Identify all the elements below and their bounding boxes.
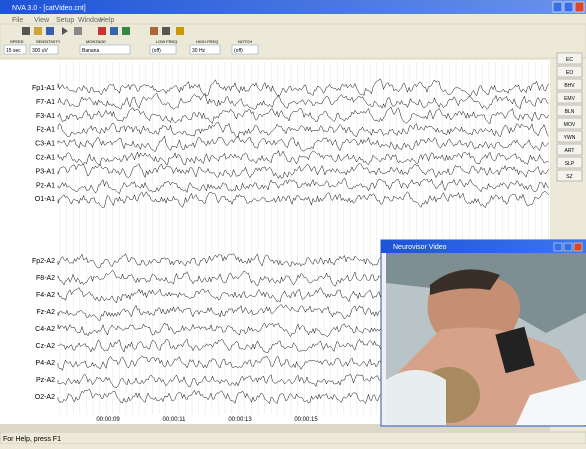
eeg-trace — [57, 149, 549, 166]
toolbar-label: SENSITIVITY — [36, 39, 61, 44]
window-title: NVA 3.0 - [catVideo.cnt] — [12, 5, 86, 12]
dropdown-value: 15 sec — [6, 48, 21, 54]
menu-item[interactable]: Help — [100, 17, 115, 24]
dropdown-value: 300 uV — [32, 48, 49, 54]
event-label: ART — [565, 148, 575, 154]
toolbar-label: MONTAGE — [86, 39, 106, 44]
channel-label: O1-A1 — [35, 196, 55, 203]
eeg-trace — [57, 177, 549, 194]
eeg-trace — [57, 106, 549, 124]
channel-label: F4-A2 — [36, 292, 55, 299]
event-button[interactable] — [556, 104, 583, 117]
event-button[interactable] — [556, 156, 583, 169]
menu-bar — [0, 14, 586, 24]
horizontal-scrollbar[interactable] — [0, 424, 550, 432]
menu-item[interactable]: Setup — [56, 17, 74, 24]
channel-label: F8-A2 — [36, 275, 55, 282]
video-window: Neurovisor Video — [380, 239, 586, 427]
channel-label: C4-A2 — [35, 326, 55, 333]
title-bar — [0, 0, 586, 14]
time-label: 00:00:15 — [294, 417, 318, 423]
dropdown[interactable] — [231, 44, 259, 55]
toolbar-label: LOW FREQ — [156, 39, 177, 44]
eeg-trace — [57, 92, 549, 111]
menu-item[interactable]: View — [34, 17, 50, 24]
channel-label: Fp2-A2 — [32, 258, 55, 265]
dropdown[interactable] — [29, 44, 59, 55]
event-label: EMV — [564, 96, 576, 102]
dropdown-value: (off) — [234, 48, 243, 54]
maximize-button[interactable] — [563, 1, 574, 13]
channel-label: Pz-A1 — [36, 182, 55, 189]
event-label: EO — [566, 70, 573, 76]
event-button[interactable] — [556, 169, 583, 182]
event-label: BHV — [564, 83, 575, 89]
toolbar-label: HIGH FREQ — [196, 39, 218, 44]
eeg-trace — [57, 162, 549, 179]
dropdown[interactable] — [3, 44, 27, 55]
dropdown[interactable] — [189, 44, 221, 55]
time-label: 00:00:13 — [228, 417, 252, 423]
event-label: SLP — [565, 161, 575, 167]
toolbar-label: SPEED — [10, 39, 24, 44]
status-text: For Help, press F1 — [3, 436, 61, 443]
dropdown[interactable] — [79, 44, 131, 55]
channel-label: Pz-A2 — [36, 377, 55, 384]
menu-item[interactable]: File — [12, 17, 23, 24]
dropdown-value: Banana — [82, 48, 99, 54]
channel-label: P4-A2 — [36, 360, 56, 367]
close-button[interactable] — [574, 1, 585, 13]
time-label: 00:00:09 — [96, 417, 120, 423]
channel-label: Fz-A1 — [36, 127, 55, 134]
status-bar — [0, 431, 586, 445]
event-label: SZ — [566, 174, 572, 180]
menu-item[interactable]: Window — [78, 17, 104, 24]
channel-label: Fz-A2 — [36, 309, 55, 316]
event-label: EC — [566, 57, 573, 63]
eeg-trace — [57, 78, 549, 97]
event-button[interactable] — [556, 143, 583, 156]
channel-label: Cz-A2 — [36, 343, 56, 350]
event-label: YWN — [564, 135, 576, 141]
event-button[interactable] — [556, 52, 583, 65]
toolbar-icons — [22, 27, 184, 35]
event-label: BLN — [565, 109, 575, 115]
channel-label: Fp1-A1 — [32, 85, 55, 92]
channel-label: F3-A1 — [36, 113, 55, 120]
eeg-trace — [57, 122, 549, 138]
eeg-trace — [57, 191, 549, 209]
event-label: MOV — [564, 122, 576, 128]
minimize-button[interactable] — [552, 1, 563, 13]
time-label: 00:00:11 — [163, 417, 187, 423]
channel-label: C3-A1 — [35, 141, 55, 148]
event-button[interactable] — [556, 130, 583, 143]
event-button[interactable] — [556, 91, 583, 104]
event-button[interactable] — [556, 65, 583, 78]
dropdown[interactable] — [149, 44, 177, 55]
video-title: Neurovisor Video — [393, 244, 447, 251]
channel-label: O2-A2 — [35, 394, 55, 401]
channel-label: F7-A1 — [36, 99, 55, 106]
channel-label: Cz-A1 — [36, 155, 56, 162]
channel-label: P3-A1 — [36, 168, 56, 175]
event-button[interactable] — [556, 117, 583, 130]
dropdown-value: (off) — [152, 48, 161, 54]
dropdown-value: 30 Hz — [192, 48, 206, 54]
event-button[interactable] — [556, 78, 583, 91]
eeg-trace — [57, 135, 549, 152]
toolbar-label: NOTCH — [238, 39, 252, 44]
